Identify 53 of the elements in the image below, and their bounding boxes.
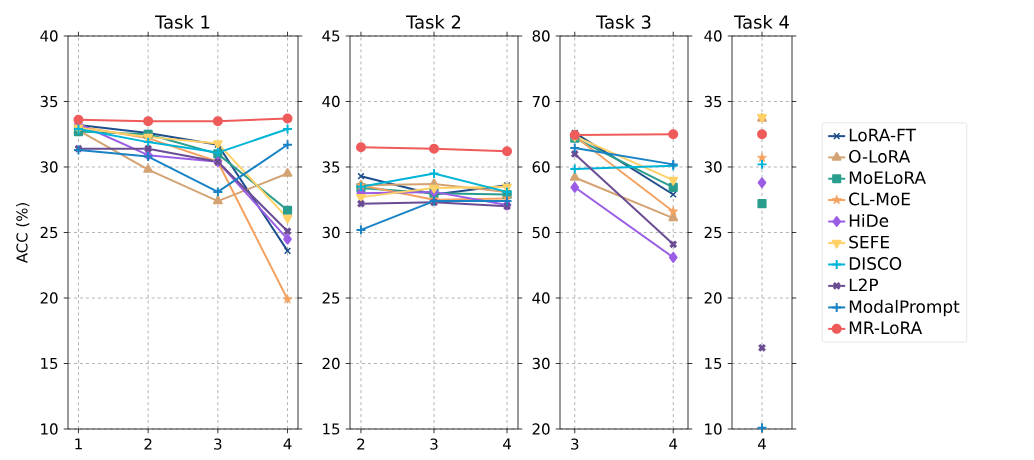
y-tick-label: 35 bbox=[704, 95, 722, 108]
legend-label: O-LoRA bbox=[849, 150, 911, 163]
x-tick-label: 4 bbox=[669, 438, 678, 450]
legend-label: DISCO bbox=[849, 257, 902, 270]
legend-label: MoELoRA bbox=[849, 171, 926, 184]
x-tick-label: 4 bbox=[757, 438, 766, 450]
y-tick-label: 80 bbox=[532, 30, 550, 42]
legend-label: L2P bbox=[849, 278, 879, 292]
chart-title: Task 1 bbox=[155, 14, 210, 29]
y-tick-label: 35 bbox=[40, 95, 58, 108]
y-tick-label: 10 bbox=[41, 423, 58, 435]
y-tick-label: 30 bbox=[704, 161, 722, 173]
x-tick-label: 3 bbox=[430, 438, 438, 450]
y-tick-label: 30 bbox=[322, 226, 340, 239]
y-tick-label: 50 bbox=[532, 226, 550, 239]
chart-title: Task 4 bbox=[734, 14, 789, 29]
x-tick-label: 3 bbox=[214, 438, 222, 450]
y-axis-title: ACC (%) bbox=[16, 203, 30, 264]
y-tick-label: 25 bbox=[40, 226, 58, 239]
x-tick-label: 4 bbox=[503, 438, 511, 450]
legend-label: HiDe bbox=[849, 213, 889, 228]
chart-title: Task 2 bbox=[406, 14, 461, 29]
y-tick-label: 15 bbox=[705, 357, 722, 370]
y-tick-label: 45 bbox=[322, 30, 340, 42]
x-tick-label: 2 bbox=[357, 438, 365, 450]
y-tick-label: 20 bbox=[704, 292, 722, 304]
x-tick-label: 3 bbox=[571, 438, 579, 450]
legend-label: CL-MoE bbox=[849, 192, 910, 206]
y-tick-label: 35 bbox=[322, 161, 340, 173]
x-tick-label: 2 bbox=[144, 438, 152, 450]
legend-label: ModalPrompt bbox=[849, 299, 960, 317]
y-tick-label: 25 bbox=[704, 226, 722, 239]
legend-label: MR-LoRA bbox=[849, 321, 923, 335]
y-tick-label: 40 bbox=[532, 292, 550, 304]
chart-title: Task 3 bbox=[596, 14, 651, 29]
x-tick-label: 1 bbox=[75, 438, 82, 450]
y-tick-label: 10 bbox=[705, 423, 722, 435]
y-tick-label: 40 bbox=[40, 30, 58, 42]
y-tick-label: 70 bbox=[532, 95, 550, 108]
legend-label: SEFE bbox=[849, 235, 890, 249]
x-tick-label: 4 bbox=[283, 438, 292, 450]
y-tick-label: 20 bbox=[40, 292, 58, 304]
y-tick-label: 20 bbox=[532, 423, 550, 435]
y-tick-label: 30 bbox=[40, 161, 58, 173]
y-tick-label: 30 bbox=[532, 357, 550, 370]
y-tick-label: 40 bbox=[322, 95, 340, 108]
y-tick-label: 20 bbox=[322, 357, 340, 370]
y-tick-label: 15 bbox=[41, 357, 58, 370]
y-tick-label: 40 bbox=[704, 30, 722, 42]
legend-label: LoRA-FT bbox=[849, 128, 916, 142]
y-tick-label: 25 bbox=[322, 292, 340, 304]
y-tick-label: 60 bbox=[532, 161, 550, 173]
y-tick-label: 15 bbox=[323, 423, 340, 435]
